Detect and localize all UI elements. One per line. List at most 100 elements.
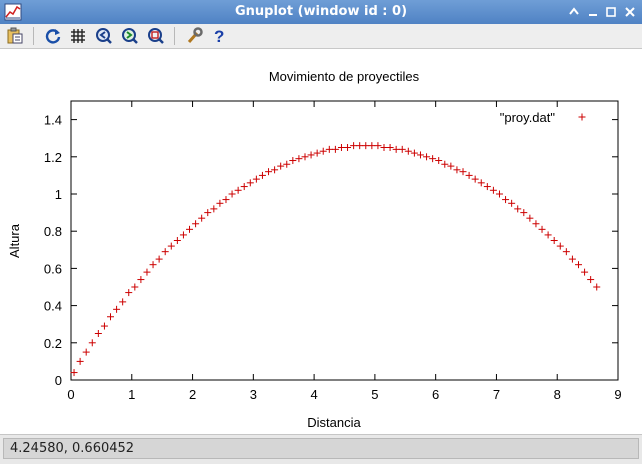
data-point — [550, 237, 558, 244]
data-point — [186, 225, 194, 233]
data-point — [173, 237, 181, 244]
x-tick-label: 8 — [554, 387, 561, 402]
data-point — [222, 196, 230, 204]
plot-canvas[interactable]: Movimiento de proyectiles 0 1 2 3 4 5 6 7 8 9 0 0.2… — [0, 49, 642, 434]
x-tick-label: 1 — [128, 387, 135, 402]
data-point — [161, 248, 169, 256]
data-point — [70, 369, 78, 377]
y-tick-label: 1.4 — [44, 113, 62, 128]
data-point — [502, 196, 510, 204]
x-tick-label: 3 — [250, 387, 257, 402]
data-point — [131, 283, 139, 291]
y-tick-label: 0.4 — [44, 299, 62, 314]
data-point — [362, 142, 370, 150]
coordinate-readout: 4.24580, 0.660452 — [3, 438, 639, 459]
restore-icon[interactable] — [603, 4, 619, 20]
title-bar[interactable]: Gnuplot (window id : 0) — [0, 0, 642, 24]
data-point — [258, 171, 266, 179]
data-point — [471, 175, 479, 183]
data-point — [94, 330, 102, 337]
data-point — [192, 220, 200, 228]
data-point — [88, 339, 96, 347]
data-point — [265, 168, 273, 176]
data-point — [398, 145, 406, 153]
data-point — [113, 305, 121, 313]
data-point — [210, 205, 218, 213]
data-point — [228, 190, 236, 198]
data-point — [374, 142, 382, 150]
data-point — [107, 313, 115, 321]
zoom-next-icon[interactable] — [121, 27, 139, 45]
data-point — [277, 162, 285, 170]
y-tick-label: 1 — [55, 187, 62, 202]
svg-text:?: ? — [214, 27, 224, 45]
data-point — [380, 144, 388, 151]
toolbar-separator — [33, 27, 34, 45]
data-point — [252, 175, 260, 183]
data-point — [423, 153, 431, 161]
data-point — [216, 199, 224, 207]
grid-icon[interactable] — [69, 27, 87, 45]
data-point — [568, 255, 576, 263]
data-point — [459, 168, 467, 176]
x-tick-label: 2 — [189, 387, 196, 402]
data-point — [155, 255, 163, 263]
data-point — [198, 214, 206, 222]
data-point — [581, 268, 589, 276]
data-point — [337, 144, 345, 151]
data-point — [508, 199, 516, 207]
refresh-icon[interactable] — [44, 27, 62, 45]
data-point — [179, 231, 187, 239]
clipboard-icon[interactable] — [6, 27, 24, 45]
data-point — [593, 283, 601, 291]
mouse-coordinates: 4.24580, 0.660452 — [10, 441, 135, 456]
data-point — [495, 190, 503, 198]
data-point — [301, 153, 309, 161]
zoom-previous-icon[interactable] — [95, 27, 113, 45]
data-point — [295, 155, 303, 163]
x-tick-label: 0 — [67, 387, 74, 402]
data-point — [447, 162, 455, 170]
data-point — [204, 209, 212, 217]
data-point — [76, 357, 84, 365]
data-point — [368, 142, 376, 150]
x-tick-label: 6 — [432, 387, 439, 402]
data-point — [240, 183, 248, 191]
data-point — [350, 142, 358, 150]
data-point — [526, 214, 534, 222]
minimize-icon[interactable] — [585, 4, 601, 20]
gnuplot-app-icon — [4, 3, 22, 21]
window-title: Gnuplot (window id : 0) — [234, 4, 408, 19]
close-icon[interactable] — [622, 4, 638, 20]
help-icon[interactable]: ? — [210, 27, 228, 45]
data-point — [532, 220, 540, 228]
data-point — [307, 151, 315, 159]
data-point — [143, 268, 151, 276]
data-point — [544, 231, 552, 239]
data-point — [119, 298, 127, 306]
data-point — [429, 155, 437, 163]
legend-label: "proy.dat" — [500, 110, 556, 125]
status-bar: 4.24580, 0.660452 — [0, 434, 642, 464]
data-point — [271, 166, 279, 174]
data-point — [556, 242, 564, 250]
maximize-arrow-icon[interactable] — [566, 4, 582, 20]
chart-title: Movimiento de proyectiles — [269, 69, 420, 84]
data-point — [489, 186, 497, 194]
data-point — [386, 144, 394, 151]
wrench-icon[interactable] — [185, 27, 203, 45]
autoscale-icon[interactable] — [147, 27, 165, 45]
data-point — [392, 145, 400, 153]
data-point — [587, 276, 595, 284]
data-point — [82, 348, 90, 356]
y-tick-label: 0.8 — [44, 224, 62, 239]
data-point — [331, 145, 339, 153]
data-point — [149, 261, 157, 269]
data-point — [574, 261, 582, 269]
x-tick-label: 9 — [614, 387, 621, 402]
axes: 0 1 2 3 4 5 6 7 8 9 0 0.2 0.4 0.6 0.8 1 1.2 1.4 — [44, 101, 622, 402]
y-tick-label: 1.2 — [44, 150, 62, 165]
y-tick-label: 0.6 — [44, 261, 62, 276]
data-point — [435, 157, 443, 165]
legend-marker-plus — [578, 113, 586, 121]
